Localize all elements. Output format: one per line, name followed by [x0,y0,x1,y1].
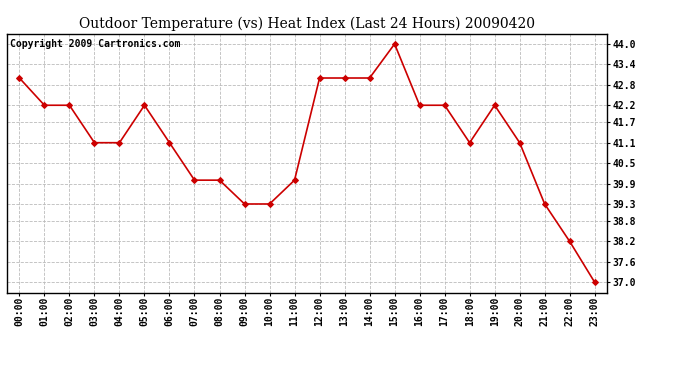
Title: Outdoor Temperature (vs) Heat Index (Last 24 Hours) 20090420: Outdoor Temperature (vs) Heat Index (Las… [79,17,535,31]
Text: Copyright 2009 Cartronics.com: Copyright 2009 Cartronics.com [10,39,180,49]
